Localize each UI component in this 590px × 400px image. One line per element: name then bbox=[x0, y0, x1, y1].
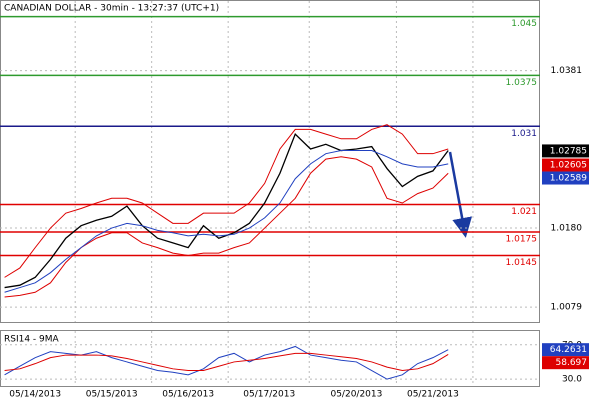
series-line bbox=[4, 352, 449, 372]
chart-title: CANADIAN DOLLAR - 30min - 13:27:37 (UTC+… bbox=[4, 4, 219, 14]
level-label: 1.0145 bbox=[506, 258, 538, 268]
value-box-label: 1.02605 bbox=[550, 161, 587, 171]
value-box bbox=[542, 171, 589, 185]
value-box-label: 64.2631 bbox=[550, 345, 587, 355]
value-box-label: 1.02785 bbox=[550, 146, 587, 156]
x-tick-label: 05/16/2013 bbox=[162, 390, 214, 400]
x-tick-label: 05/21/2013 bbox=[407, 390, 459, 400]
value-box bbox=[542, 356, 589, 370]
y-tick-label: 1.0079 bbox=[551, 303, 583, 313]
level-label: 1.021 bbox=[511, 207, 537, 217]
rsi-title: RSI14 - 9MA bbox=[4, 335, 60, 345]
y-tick-label: 30.0 bbox=[562, 375, 582, 385]
x-tick-label: 05/14/2013 bbox=[9, 390, 61, 400]
value-box bbox=[542, 343, 589, 357]
x-tick-label: 05/20/2013 bbox=[330, 390, 382, 400]
value-box bbox=[542, 158, 589, 172]
y-tick-label: 1.0381 bbox=[551, 66, 583, 76]
value-box-label: 1.02589 bbox=[550, 174, 587, 184]
level-label: 1.031 bbox=[511, 129, 537, 139]
value-box bbox=[542, 144, 589, 158]
value-box-label: 58.697 bbox=[556, 358, 588, 368]
level-label: 1.045 bbox=[511, 19, 537, 29]
series-line bbox=[4, 124, 449, 278]
forecast-arrow bbox=[448, 151, 473, 238]
rsi-panel bbox=[0, 330, 540, 387]
x-tick-label: 05/17/2013 bbox=[243, 390, 295, 400]
x-tick-label: 05/15/2013 bbox=[86, 390, 138, 400]
level-label: 1.0375 bbox=[506, 78, 538, 88]
series-line bbox=[4, 150, 449, 293]
price-panel bbox=[0, 0, 540, 323]
level-label: 1.0175 bbox=[506, 234, 538, 244]
y-tick-label: 1.0180 bbox=[551, 224, 583, 234]
